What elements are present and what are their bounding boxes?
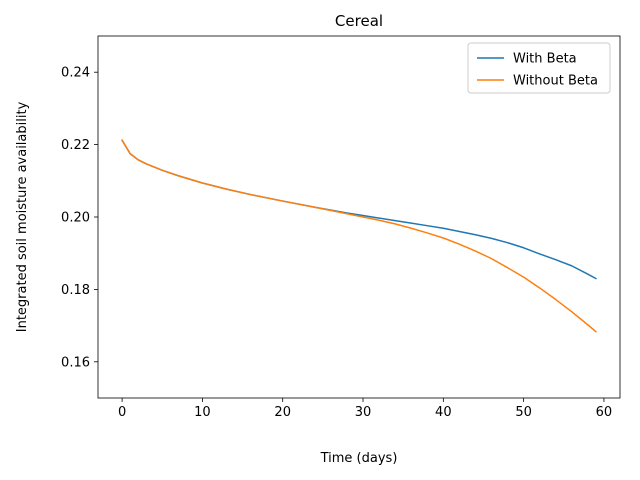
y-tick-label: 0.18 bbox=[61, 283, 90, 298]
y-tick-label: 0.22 bbox=[61, 138, 90, 153]
x-tick-label: 0 bbox=[118, 405, 126, 420]
x-tick-label: 20 bbox=[274, 405, 291, 420]
y-axis-title: Integrated soil moisture availability bbox=[15, 101, 30, 332]
x-tick-label: 40 bbox=[435, 405, 452, 420]
chart-title: Cereal bbox=[335, 12, 383, 30]
y-tick-label: 0.24 bbox=[61, 66, 90, 81]
legend-label-2: Without Beta bbox=[513, 74, 598, 89]
plot-area: 0 10 20 30 40 50 60 0.16 0.18 0.20 0.22 0.24 With Be… bbox=[61, 35, 621, 420]
x-tick-label: 60 bbox=[596, 405, 613, 420]
legend-label-1: With Beta bbox=[513, 52, 577, 67]
series-line-2 bbox=[121, 139, 597, 333]
y-tick-label: 0.16 bbox=[61, 355, 90, 370]
x-tick-label: 50 bbox=[515, 405, 532, 420]
series-line-1 bbox=[121, 139, 597, 280]
x-tick-label: 30 bbox=[355, 405, 372, 420]
x-axis-title: Time (days) bbox=[320, 451, 398, 466]
y-tick-label: 0.20 bbox=[61, 211, 90, 226]
x-tick-label: 10 bbox=[194, 405, 211, 420]
